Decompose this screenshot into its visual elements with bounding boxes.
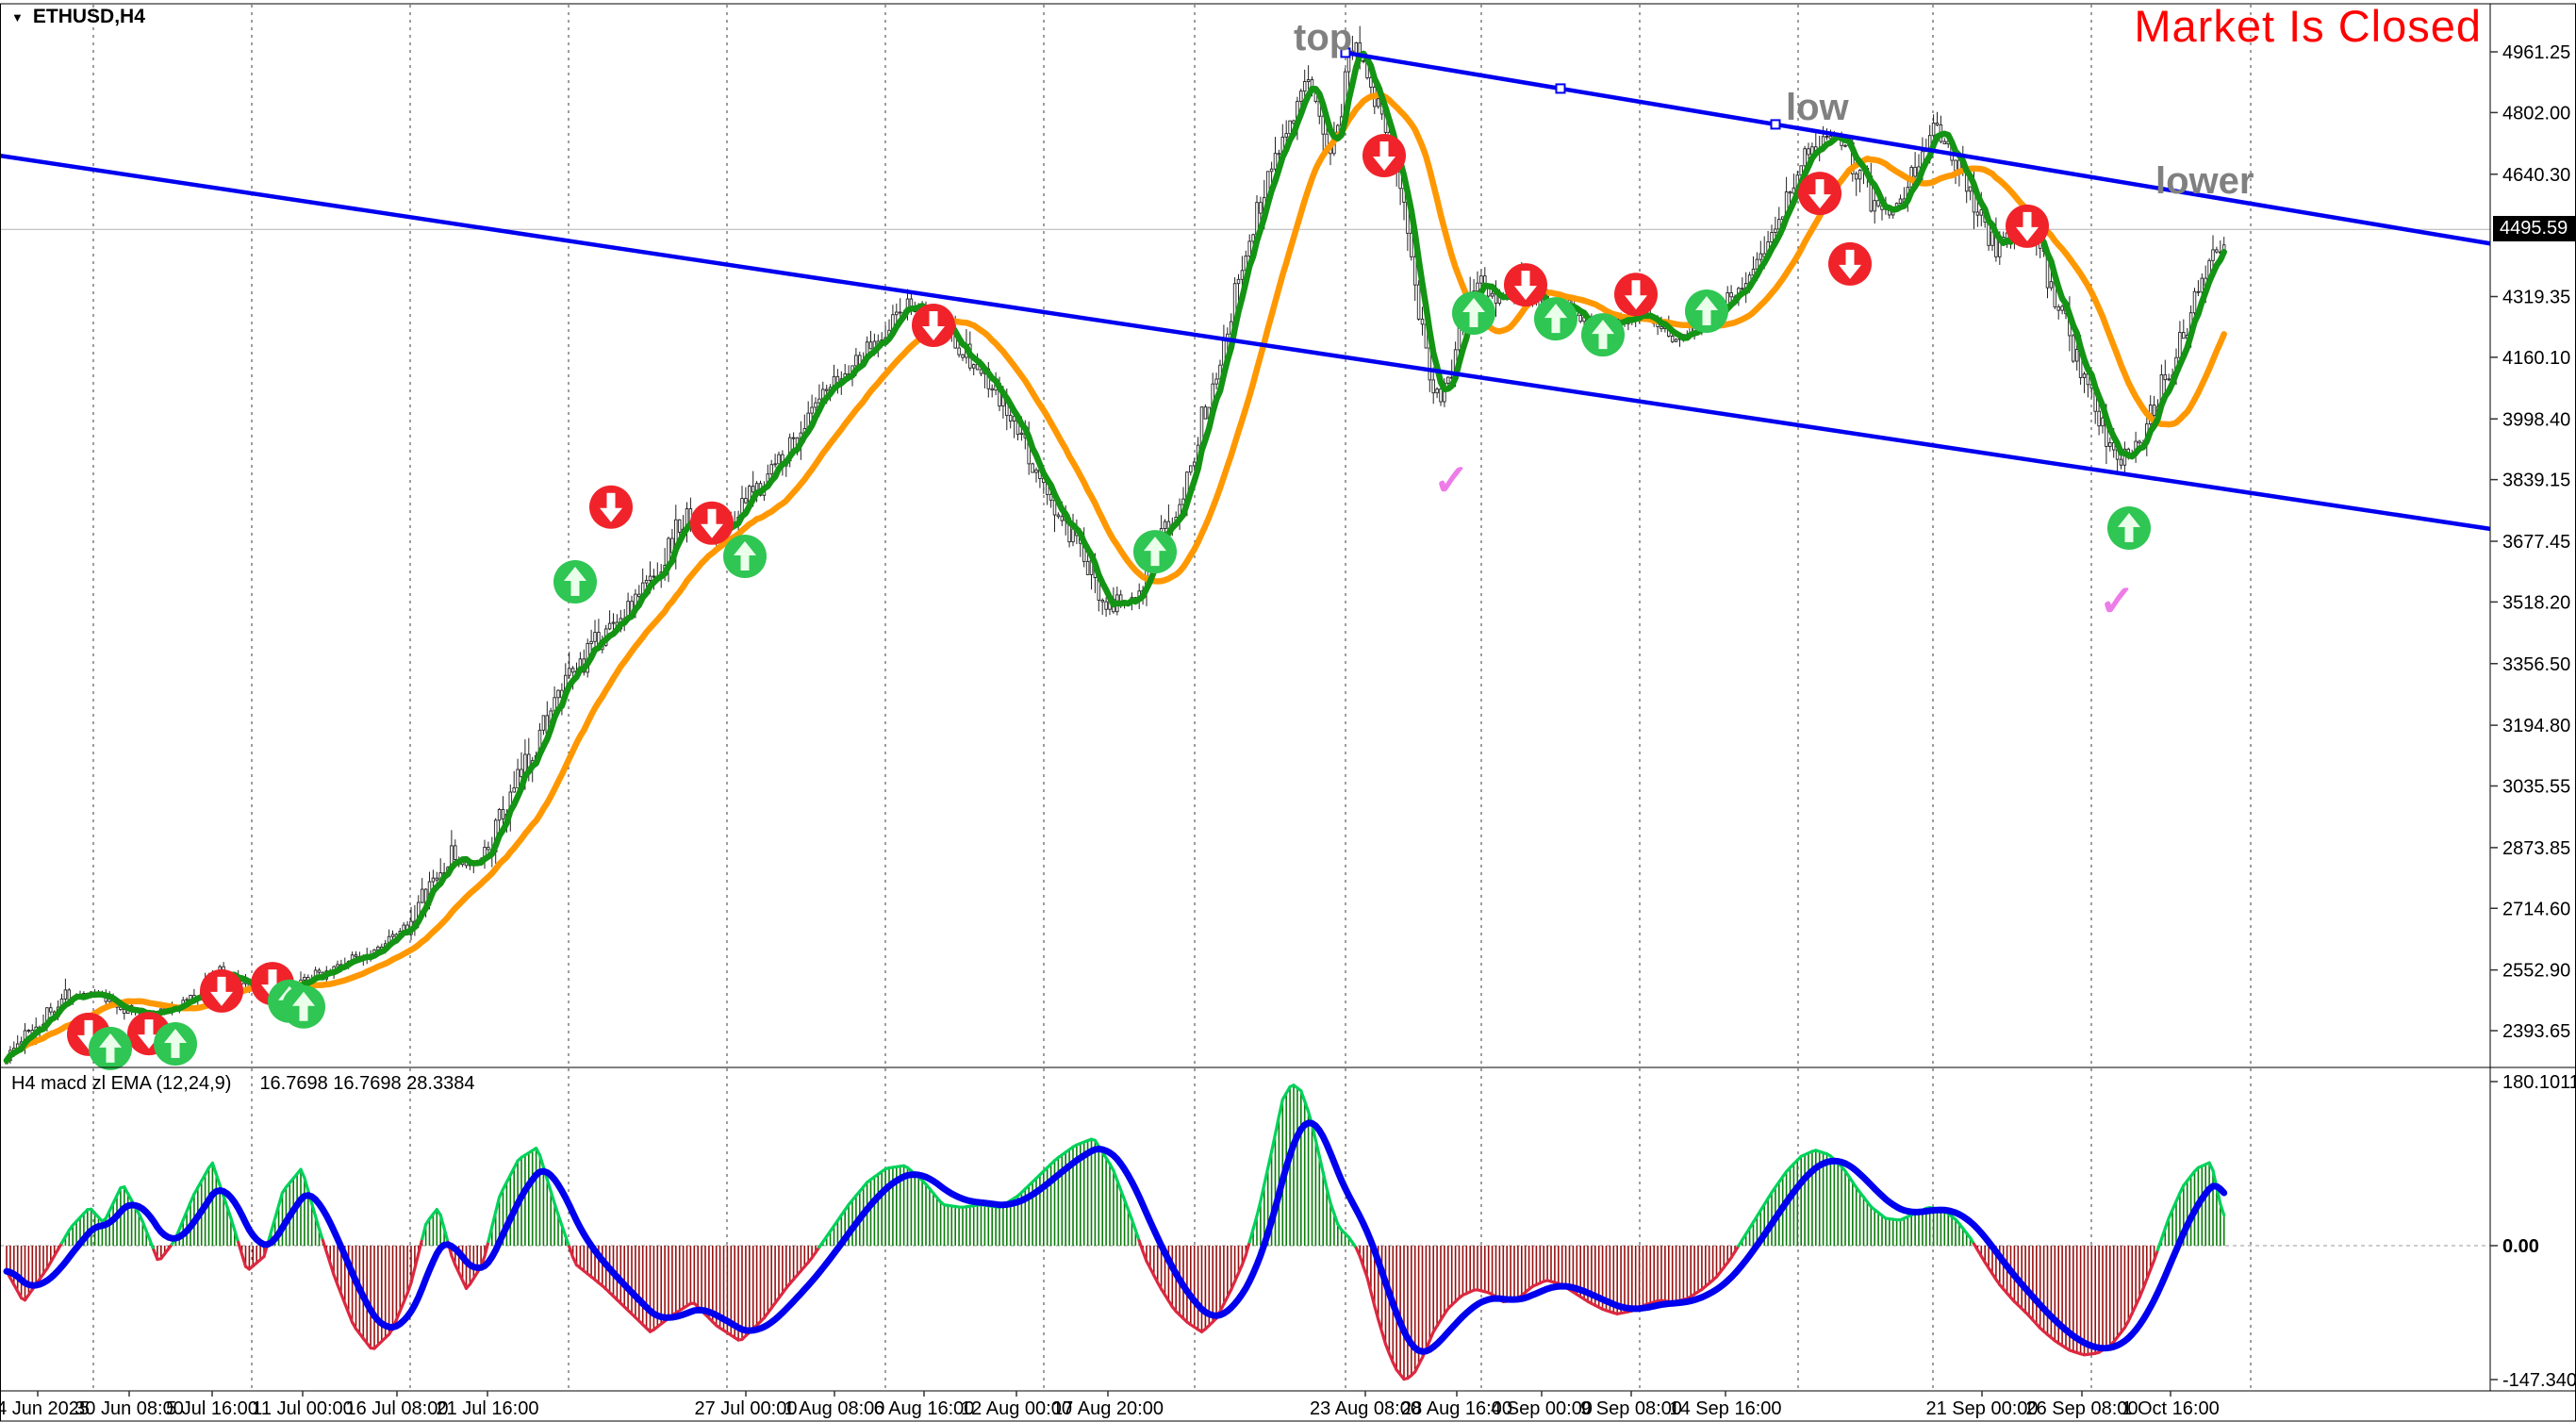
sell-signal-icon[interactable]: [200, 968, 243, 1013]
macd-name: H4 macd zl EMA (12,24,9): [11, 1073, 232, 1094]
buy-signal-icon[interactable]: [1133, 530, 1177, 574]
trendline-anchor[interactable]: [1555, 83, 1566, 94]
price-axis-tick: 2552.90: [2502, 961, 2570, 982]
time-axis-tick: 24 Jun 2025: [0, 1398, 90, 1419]
trendlines[interactable]: [0, 47, 2491, 532]
time-axis-tick: 17 Aug 20:00: [1052, 1398, 1164, 1419]
sell-signal-icon[interactable]: [1828, 241, 1872, 286]
trendline-anchor[interactable]: [1770, 119, 1781, 130]
macd-axis-tick: -147.3408: [2502, 1370, 2576, 1391]
price-axis-tick: 4319.35: [2502, 288, 2570, 308]
checkmark-annotation[interactable]: ✓: [2099, 576, 2136, 625]
buy-signal-icon[interactable]: [553, 560, 597, 604]
chart-label-top[interactable]: top: [1294, 17, 1353, 58]
ma-slow-line[interactable]: [3, 91, 2227, 1064]
time-axis-tick: 1 Aug 08:00: [784, 1398, 885, 1419]
sell-signal-icon[interactable]: [912, 303, 955, 347]
time-axis-tick: 9 Sep 08:00: [1580, 1398, 1682, 1419]
price-axis-tick: 2393.65: [2502, 1021, 2570, 1042]
descending-channel-upper[interactable]: [1345, 50, 2491, 246]
time-axis-tick: 21 Jul 16:00: [437, 1398, 539, 1419]
symbol-text: ETHUSD,H4: [32, 6, 145, 27]
buy-signal-icon[interactable]: [1534, 297, 1577, 341]
trendline-anchor[interactable]: [1340, 47, 1351, 58]
descending-channel-lower[interactable]: [0, 153, 2491, 532]
macd-axis-tick: 0.00: [2502, 1236, 2539, 1257]
price-axis-tick: 3518.20: [2502, 592, 2570, 613]
price-axis-tick: 2714.60: [2502, 899, 2570, 919]
macd-values: 16.7698 16.7698 28.3384: [259, 1073, 475, 1094]
price-axis-tick: 4802.00: [2502, 103, 2570, 124]
time-axis-tick: 14 Sep 16:00: [1670, 1398, 1782, 1419]
price-axis-tick: 4640.30: [2502, 165, 2570, 186]
buy-signal-icon[interactable]: [1685, 289, 1728, 334]
sell-signal-icon[interactable]: [2006, 204, 2049, 248]
price-axis-tick: 4160.10: [2502, 348, 2570, 369]
price-axis-tick: 3356.50: [2502, 654, 2570, 675]
sell-signal-icon[interactable]: [1504, 263, 1547, 307]
macd-histogram: [6, 1084, 2225, 1380]
moving-averages[interactable]: [3, 50, 2227, 1064]
buy-signal-icon[interactable]: [154, 1022, 197, 1066]
time-axis-tick: 5 Jul 16:00: [166, 1398, 258, 1419]
price-axis-tick: 2873.85: [2502, 838, 2570, 859]
price-axis-tick: 3194.80: [2502, 716, 2570, 736]
buy-signal-icon[interactable]: [1581, 313, 1625, 357]
price-axis-tick: 4961.25: [2502, 42, 2570, 63]
buy-signal-icon[interactable]: [1452, 291, 1495, 336]
sell-signal-icon[interactable]: [1362, 134, 1406, 178]
axes: 4961.25 4802.00 4640.30 4319.35 4160.10 3998.…: [0, 3, 2576, 1422]
symbol-label: ▼ ETHUSD,H4: [11, 6, 145, 28]
current-price-tag: 4495.59: [2493, 216, 2576, 242]
collapse-arrow-icon[interactable]: ▼: [11, 9, 24, 25]
price-scale[interactable]: [2491, 4, 2576, 1391]
time-axis-tick: 23 Aug 08:00: [1310, 1398, 1421, 1419]
time-axis-tick: 1 Oct 16:00: [2122, 1398, 2219, 1419]
sell-signal-icon[interactable]: [589, 485, 633, 529]
time-axis-tick: 11 Jul 00:00: [252, 1398, 354, 1419]
sell-signal-icon[interactable]: [690, 501, 734, 545]
time-axis-tick: 26 Sep 08:00: [2026, 1398, 2138, 1419]
checkmark-annotation[interactable]: ✓: [1433, 455, 1470, 504]
macd-indicator-label: H4 macd zl EMA (12,24,9) 16.7698 16.7698 …: [11, 1073, 474, 1095]
sell-signal-icon[interactable]: [1798, 172, 1841, 216]
time-axis-tick: 28 Aug 16:00: [1401, 1398, 1512, 1419]
time-axis-tick: 12 Aug 00:00: [961, 1398, 1072, 1419]
chart-label-low[interactable]: low: [1786, 87, 1849, 128]
time-scale[interactable]: [0, 1392, 2576, 1422]
macd-signal-line[interactable]: [3, 1119, 2228, 1355]
time-axis-tick: 30 Jun 08:00: [74, 1398, 184, 1419]
buy-signal-icon[interactable]: [2107, 506, 2151, 551]
buy-signal-icon[interactable]: [282, 984, 325, 1029]
price-axis-tick: 3677.45: [2502, 532, 2570, 553]
time-axis-tick: 16 Jul 08:00: [346, 1398, 449, 1419]
signal-markers[interactable]: [67, 134, 2151, 1070]
time-axis-tick: 4 Sep 00:00: [1491, 1398, 1593, 1419]
time-axis-tick: 27 Jul 00:00: [695, 1398, 798, 1419]
time-axis-tick: 21 Sep 00:00: [1926, 1398, 2039, 1419]
macd-lines: [3, 1083, 2228, 1381]
buy-signal-icon[interactable]: [89, 1026, 132, 1070]
time-axis-tick: 6 Aug 16:00: [874, 1398, 975, 1419]
market-status-banner: Market Is Closed: [2134, 1, 2482, 51]
price-axis-tick: 3839.15: [2502, 471, 2570, 491]
ma-fast-line[interactable]: [3, 50, 2227, 1064]
price-axis-tick: 3998.40: [2502, 409, 2570, 430]
chart-label-lower[interactable]: lower: [2155, 160, 2254, 202]
macd-axis-tick: 180.1011: [2502, 1072, 2576, 1093]
sell-signal-icon[interactable]: [1614, 273, 1658, 317]
buy-signal-icon[interactable]: [723, 534, 767, 578]
price-axis-tick: 3035.55: [2502, 777, 2570, 798]
